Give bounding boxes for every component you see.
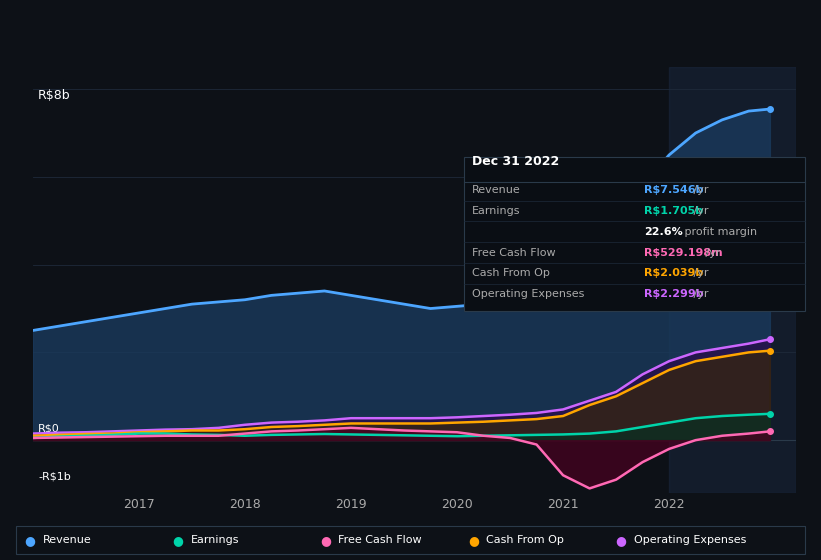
Text: R$8b: R$8b [38, 89, 71, 102]
Text: R$1.705b: R$1.705b [644, 206, 704, 216]
Text: Earnings: Earnings [190, 535, 239, 545]
Text: /yr: /yr [690, 206, 709, 216]
Text: 22.6%: 22.6% [644, 227, 683, 237]
Text: Cash From Op: Cash From Op [472, 268, 550, 278]
Text: ●: ● [172, 534, 183, 547]
Text: ●: ● [320, 534, 331, 547]
Text: Revenue: Revenue [472, 185, 521, 195]
Text: /yr: /yr [690, 289, 709, 299]
Text: profit margin: profit margin [681, 227, 758, 237]
Text: Operating Expenses: Operating Expenses [472, 289, 585, 299]
Text: ●: ● [25, 534, 35, 547]
Text: R$7.546b: R$7.546b [644, 185, 704, 195]
Text: R$0: R$0 [38, 423, 60, 433]
Text: R$2.299b: R$2.299b [644, 289, 704, 299]
Bar [669, 67, 796, 493]
Text: ●: ● [468, 534, 479, 547]
Text: Revenue: Revenue [43, 535, 91, 545]
Text: Dec 31 2022: Dec 31 2022 [472, 155, 559, 168]
Text: Earnings: Earnings [472, 206, 521, 216]
Text: -R$1b: -R$1b [38, 472, 71, 482]
Text: /yr: /yr [702, 248, 721, 258]
Text: /yr: /yr [690, 185, 709, 195]
Text: R$2.039b: R$2.039b [644, 268, 704, 278]
Text: Cash From Op: Cash From Op [486, 535, 564, 545]
Text: Free Cash Flow: Free Cash Flow [338, 535, 422, 545]
Text: Operating Expenses: Operating Expenses [634, 535, 746, 545]
Text: R$529.198m: R$529.198m [644, 248, 723, 258]
Text: ●: ● [616, 534, 626, 547]
Text: /yr: /yr [690, 268, 709, 278]
Text: Free Cash Flow: Free Cash Flow [472, 248, 556, 258]
